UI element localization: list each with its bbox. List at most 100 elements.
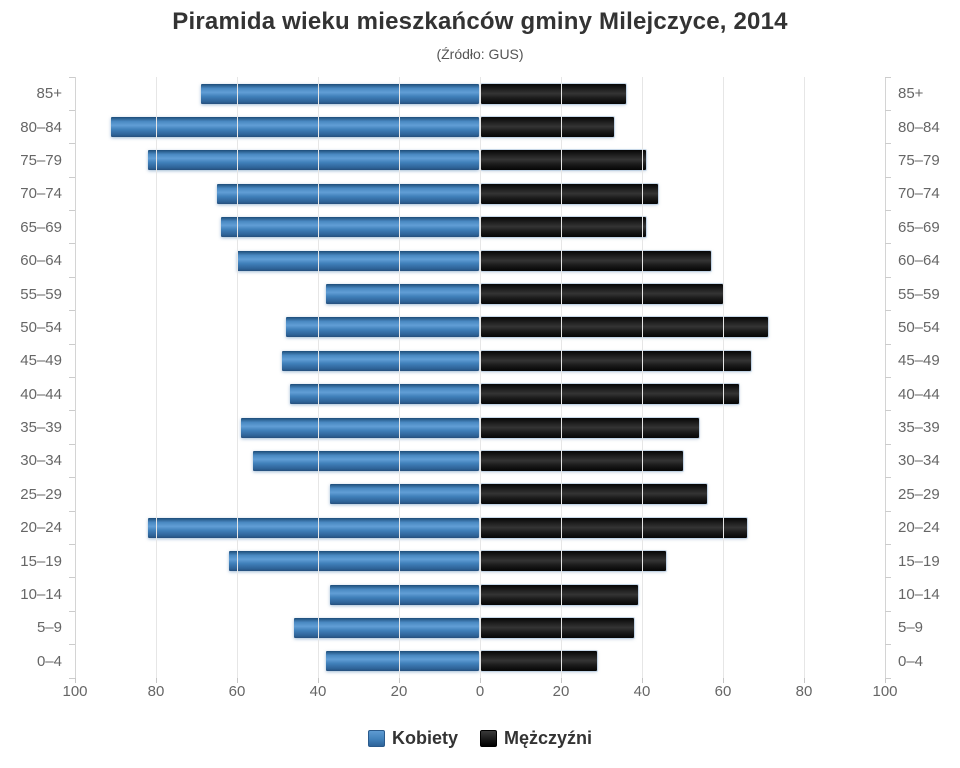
y-axis-label: 45–49: [898, 352, 940, 370]
y-axis-label: 10–14: [898, 586, 940, 604]
bar-mezczyzni-70–74[interactable]: [481, 183, 659, 204]
age-row-20–24: [75, 511, 885, 544]
x-axis-label: 100: [62, 683, 88, 700]
y-axis-tick: [885, 510, 891, 512]
bar-mezczyzni-80–84[interactable]: [481, 117, 614, 138]
bar-kobiety-20–24[interactable]: [147, 517, 479, 538]
y-axis-label: 10–14: [20, 586, 62, 604]
gridline: [803, 77, 805, 678]
bar-kobiety-25–29[interactable]: [330, 484, 479, 505]
bar-mezczyzni-75–79[interactable]: [481, 150, 647, 171]
mezczyzni-swatch-icon: [479, 729, 497, 747]
x-axis-tick: [479, 678, 481, 683]
bar-kobiety-75–79[interactable]: [147, 150, 479, 171]
y-axis-label: 70–74: [20, 185, 62, 203]
y-axis-label: 25–29: [20, 485, 62, 503]
bar-mezczyzni-65–69[interactable]: [481, 217, 647, 238]
y-axis-label: 40–44: [20, 385, 62, 403]
age-row-15–19: [75, 544, 885, 577]
bar-mezczyzni-45–49[interactable]: [481, 350, 752, 371]
gridline: [317, 77, 319, 678]
y-axis-tick: [69, 410, 75, 412]
y-axis-label: 55–59: [20, 285, 62, 303]
age-row-85+: [75, 77, 885, 110]
bar-kobiety-50–54[interactable]: [285, 317, 479, 338]
chart-subtitle: (Źródło: GUS): [436, 46, 524, 62]
legend-item-mezczyzni[interactable]: Mężczyźni: [479, 728, 592, 749]
y-axis-label: 15–19: [898, 552, 940, 570]
age-row-70–74: [75, 177, 885, 210]
bar-mezczyzni-25–29[interactable]: [481, 484, 707, 505]
bar-kobiety-70–74[interactable]: [216, 183, 479, 204]
bar-kobiety-60–64[interactable]: [237, 250, 479, 271]
y-axis-label: 5–9: [898, 619, 924, 637]
y-axis-label: 65–69: [20, 218, 62, 236]
chart-title: Piramida wieku mieszkańców gminy Milejcz…: [172, 8, 788, 35]
bar-kobiety-10–14[interactable]: [330, 584, 479, 605]
y-axis-tick: [885, 210, 891, 212]
y-axis-tick: [69, 109, 75, 111]
y-axis-label: 20–24: [898, 519, 940, 537]
bar-mezczyzni-35–39[interactable]: [481, 417, 699, 438]
x-axis-label: 60: [228, 683, 246, 700]
bar-mezczyzni-40–44[interactable]: [481, 384, 740, 405]
y-axis-tick: [885, 143, 891, 145]
y-axis-label: 20–24: [20, 519, 62, 537]
y-axis-label: 0–4: [898, 652, 924, 670]
y-axis-tick: [69, 610, 75, 612]
bar-mezczyzni-50–54[interactable]: [481, 317, 768, 338]
bar-mezczyzni-0–4[interactable]: [481, 651, 598, 672]
bar-mezczyzni-55–59[interactable]: [481, 284, 723, 305]
y-axis-tick: [69, 577, 75, 579]
y-axis-tick: [885, 477, 891, 479]
bar-kobiety-45–49[interactable]: [281, 350, 479, 371]
bar-kobiety-0–4[interactable]: [326, 651, 479, 672]
y-axis-tick: [69, 543, 75, 545]
legend-item-kobiety[interactable]: Kobiety: [367, 728, 458, 749]
bar-mezczyzni-60–64[interactable]: [481, 250, 711, 271]
y-axis-label: 80–84: [898, 118, 940, 136]
y-axis-tick: [69, 210, 75, 212]
bar-kobiety-5–9[interactable]: [293, 617, 479, 638]
bar-mezczyzni-30–34[interactable]: [481, 450, 683, 471]
y-axis-tick: [885, 644, 891, 646]
bar-mezczyzni-85+[interactable]: [481, 83, 626, 104]
gridline: [398, 77, 400, 678]
gridline: [560, 77, 562, 678]
bar-kobiety-30–34[interactable]: [253, 450, 479, 471]
x-axis-label: 40: [309, 683, 327, 700]
bar-mezczyzni-10–14[interactable]: [481, 584, 638, 605]
bar-kobiety-35–39[interactable]: [241, 417, 479, 438]
y-axis-tick: [69, 310, 75, 312]
y-axis-label: 50–54: [898, 318, 940, 336]
y-axis-label: 75–79: [20, 151, 62, 169]
bar-mezczyzni-20–24[interactable]: [481, 517, 748, 538]
x-axis-label: 60: [714, 683, 732, 700]
x-axis-tick: [803, 678, 805, 683]
bar-kobiety-55–59[interactable]: [326, 284, 479, 305]
y-axis-label: 15–19: [20, 552, 62, 570]
x-axis-label: 40: [633, 683, 651, 700]
y-axis-tick: [885, 76, 891, 78]
bar-mezczyzni-5–9[interactable]: [481, 617, 634, 638]
y-axis-label: 40–44: [898, 385, 940, 403]
bar-kobiety-85+[interactable]: [200, 83, 479, 104]
bar-kobiety-65–69[interactable]: [220, 217, 479, 238]
age-row-45–49: [75, 344, 885, 377]
y-axis-label: 60–64: [898, 252, 940, 270]
bar-kobiety-40–44[interactable]: [289, 384, 479, 405]
bar-mezczyzni-15–19[interactable]: [481, 551, 667, 572]
x-axis-label: 0: [475, 683, 485, 700]
bar-kobiety-80–84[interactable]: [111, 117, 479, 138]
y-axis-tick: [885, 677, 891, 679]
y-axis-tick: [69, 677, 75, 679]
y-axis-tick: [885, 610, 891, 612]
x-axis-tick: [155, 678, 157, 683]
y-axis-tick: [885, 109, 891, 111]
y-axis-tick: [885, 310, 891, 312]
bar-kobiety-15–19[interactable]: [228, 551, 479, 572]
y-axis-label: 60–64: [20, 252, 62, 270]
x-axis-tick: [317, 678, 319, 683]
y-axis-label: 80–84: [20, 118, 62, 136]
